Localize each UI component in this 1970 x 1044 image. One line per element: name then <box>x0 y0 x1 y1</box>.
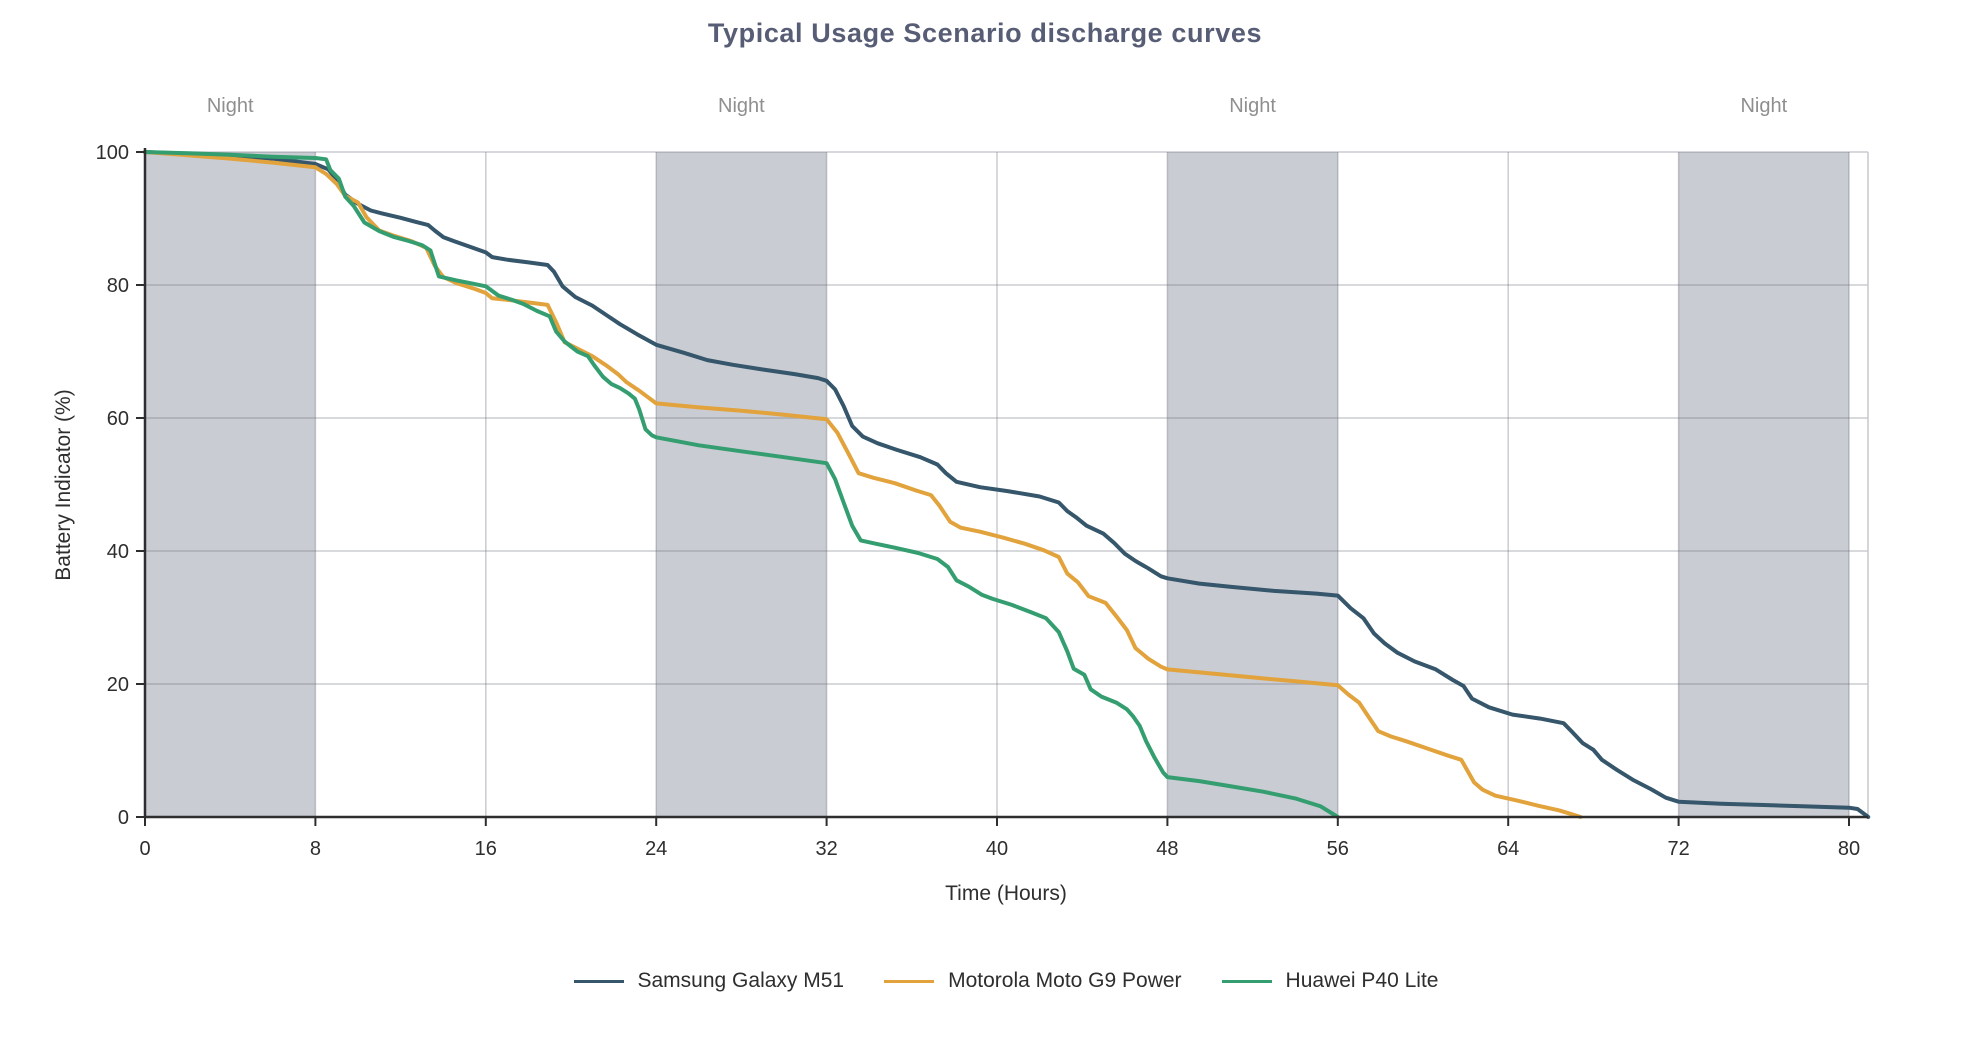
series-line-samsung-galaxy-m51 <box>143 150 1871 819</box>
legend-item-motorola-moto-g9-power: Motorola Moto G9 Power <box>884 969 1182 993</box>
y-tick-label: 40 <box>107 541 129 563</box>
legend-item-huawei-p40-lite: Huawei P40 Lite <box>1221 969 1439 993</box>
night-band <box>1678 152 1849 817</box>
night-label: Night <box>718 95 765 117</box>
y-tick-label: 80 <box>107 275 129 297</box>
x-tick-label: 0 <box>139 838 150 860</box>
x-tick-label: 24 <box>645 838 667 860</box>
x-tick-label: 48 <box>1156 838 1178 860</box>
x-tick-label: 32 <box>815 838 837 860</box>
y-tick-label: 20 <box>107 674 129 696</box>
legend-swatch <box>573 979 624 983</box>
legend: Samsung Galaxy M51 Motorola Moto G9 Power… <box>145 963 1867 999</box>
night-band <box>656 152 827 817</box>
night-band <box>145 152 316 817</box>
legend-swatch <box>1221 979 1272 983</box>
x-tick-label: 80 <box>1838 838 1860 860</box>
series-line-huawei-p40-lite <box>143 150 1340 819</box>
legend-label: Samsung Galaxy M51 <box>637 969 845 992</box>
series-line-motorola-moto-g9-power <box>143 150 1583 819</box>
x-tick-label: 16 <box>475 838 497 860</box>
night-label: Night <box>1740 95 1787 117</box>
x-tick-label: 40 <box>986 838 1008 860</box>
y-tick-label: 60 <box>107 408 129 430</box>
night-label: Night <box>207 95 254 117</box>
x-tick-label: 64 <box>1497 838 1519 860</box>
legend-label: Motorola Moto G9 Power <box>948 969 1182 992</box>
legend-label: Huawei P40 Lite <box>1285 969 1439 992</box>
x-tick-label: 8 <box>310 838 321 860</box>
legend-item-samsung-galaxy-m51: Samsung Galaxy M51 <box>573 969 845 993</box>
y-axis-label: Battery Indicator (%) <box>52 389 75 581</box>
x-tick-label: 72 <box>1667 838 1689 860</box>
night-label: Night <box>1229 95 1276 117</box>
y-tick-label: 100 <box>96 142 129 164</box>
legend-swatch <box>884 979 935 983</box>
night-band <box>1167 152 1338 817</box>
x-tick-label: 56 <box>1327 838 1349 860</box>
y-tick-label: 0 <box>118 807 129 829</box>
x-axis-label: Time (Hours) <box>945 882 1067 905</box>
chart-title: Typical Usage Scenario discharge curves <box>707 18 1263 48</box>
